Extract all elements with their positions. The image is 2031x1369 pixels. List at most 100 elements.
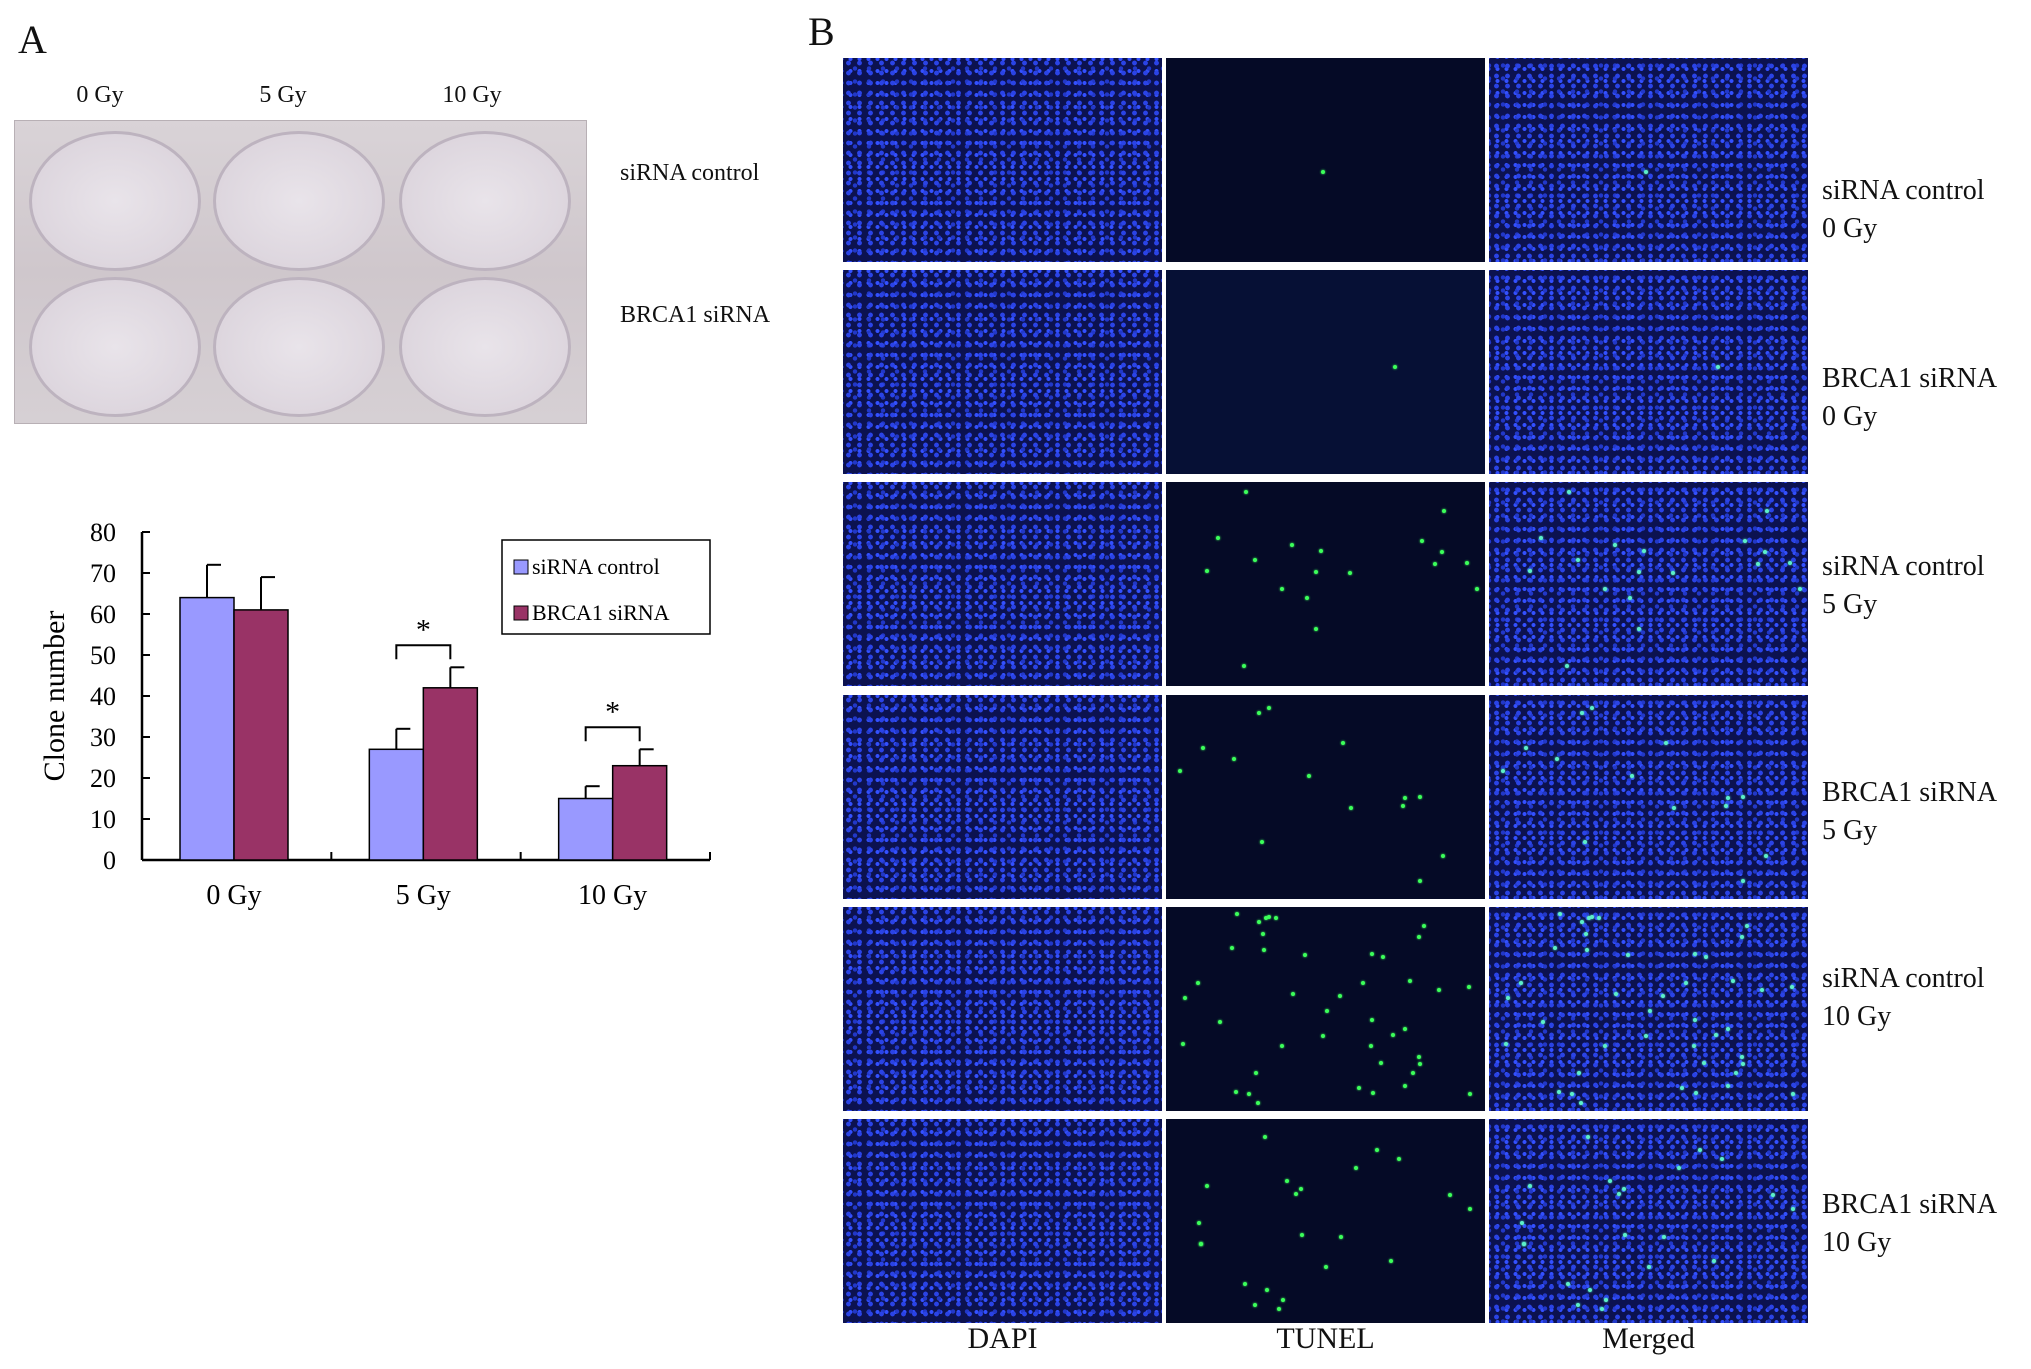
tunel-positive-dot bbox=[1693, 1018, 1697, 1022]
merged-image-row-4 bbox=[1489, 907, 1808, 1111]
y-axis-label: Clone number bbox=[38, 611, 71, 782]
tunel-positive-dot bbox=[1357, 1086, 1361, 1090]
tunel-positive-dot bbox=[1617, 1192, 1621, 1196]
tunel-positive-dot bbox=[1371, 1091, 1375, 1095]
tunel-positive-dot bbox=[1408, 979, 1412, 983]
tunel-positive-dot bbox=[1381, 955, 1385, 959]
tunel-positive-dot bbox=[1232, 757, 1236, 761]
tunel-positive-dot bbox=[1765, 509, 1769, 513]
tunel-positive-dot bbox=[1764, 854, 1768, 858]
tunel-positive-dot bbox=[1519, 981, 1523, 985]
tunel-positive-dot bbox=[1274, 916, 1278, 920]
tunel-positive-dot bbox=[1745, 924, 1749, 928]
tunel-positive-dot bbox=[1468, 1207, 1472, 1211]
tunel-positive-dot bbox=[1324, 1265, 1328, 1269]
tunel-positive-dot bbox=[1760, 988, 1764, 992]
tunel-positive-dot bbox=[1726, 1084, 1730, 1088]
tunel-positive-dot bbox=[1740, 935, 1744, 939]
dapi-image-row-2 bbox=[843, 482, 1162, 686]
legend-label: BRCA1 siRNA bbox=[532, 600, 670, 625]
tunel-positive-dot bbox=[1597, 916, 1601, 920]
tunel-positive-dot bbox=[1267, 706, 1271, 710]
tunel-positive-dot bbox=[1664, 741, 1668, 745]
tunel-positive-dot bbox=[1763, 550, 1767, 554]
tunel-positive-dot bbox=[1257, 920, 1261, 924]
tunel-positive-dot bbox=[1608, 1179, 1612, 1183]
tunel-positive-dot bbox=[1622, 1187, 1626, 1191]
row-label-5-dose: 10 Gy bbox=[1822, 1227, 1892, 1258]
tunel-positive-dot bbox=[1565, 664, 1569, 668]
y-tick-label: 80 bbox=[90, 518, 116, 547]
row-label-1-dose: 0 Gy bbox=[1822, 401, 1878, 432]
tunel-positive-dot bbox=[1580, 711, 1584, 715]
tunel-positive-dot bbox=[1712, 1259, 1716, 1263]
tunel-positive-dot bbox=[1790, 985, 1794, 989]
bar bbox=[233, 609, 289, 861]
tunel-positive-dot bbox=[1644, 170, 1648, 174]
tunel-positive-dot bbox=[1290, 543, 1294, 547]
tunel-positive-dot bbox=[1555, 757, 1559, 761]
tunel-positive-dot bbox=[1348, 571, 1352, 575]
bar bbox=[611, 764, 668, 861]
tunel-positive-dot bbox=[1587, 916, 1591, 920]
tunel-positive-dot bbox=[1731, 979, 1735, 983]
tunel-image-row-3 bbox=[1166, 695, 1485, 899]
y-tick-label: 30 bbox=[90, 723, 116, 752]
tunel-positive-dot bbox=[1325, 1009, 1329, 1013]
dish-brca1-5gy bbox=[213, 277, 385, 417]
tunel-positive-dot bbox=[1692, 1044, 1696, 1048]
tunel-positive-dot bbox=[1468, 1092, 1472, 1096]
significance-star: * bbox=[605, 695, 620, 728]
tunel-positive-dot bbox=[1393, 365, 1397, 369]
tunel-positive-dot bbox=[1262, 948, 1266, 952]
merged-image-row-5 bbox=[1489, 1119, 1808, 1323]
row-label-3: BRCA1 siRNA 5 Gy bbox=[1822, 774, 1997, 850]
tunel-positive-dot bbox=[1743, 539, 1747, 543]
tunel-positive-dot bbox=[1338, 994, 1342, 998]
tunel-positive-dot bbox=[1442, 509, 1446, 513]
tunel-positive-dot bbox=[1280, 587, 1284, 591]
y-tick-label: 20 bbox=[90, 764, 116, 793]
row-label-1: BRCA1 siRNA 0 Gy bbox=[1822, 360, 1997, 436]
tunel-positive-dot bbox=[1756, 562, 1760, 566]
tunel-positive-dot bbox=[1234, 1090, 1238, 1094]
dish-brca1-0gy bbox=[29, 277, 201, 417]
row-label-0-dose: 0 Gy bbox=[1822, 213, 1878, 244]
tunel-positive-dot bbox=[1704, 955, 1708, 959]
merged-image-row-2 bbox=[1489, 482, 1808, 686]
tunel-positive-dot bbox=[1277, 1307, 1281, 1311]
tunel-positive-dot bbox=[1267, 915, 1271, 919]
row-label-5: BRCA1 siRNA 10 Gy bbox=[1822, 1186, 1997, 1262]
tunel-positive-dot bbox=[1661, 994, 1665, 998]
row-label-4-group: siRNA control bbox=[1822, 963, 1985, 994]
tunel-positive-dot bbox=[1253, 558, 1257, 562]
tunel-positive-dot bbox=[1720, 1157, 1724, 1161]
row-label-3-group: BRCA1 siRNA bbox=[1822, 777, 1998, 808]
row-label-2-group: siRNA control bbox=[1822, 551, 1985, 582]
legend-box bbox=[501, 539, 711, 635]
tunel-positive-dot bbox=[1417, 935, 1421, 939]
tunel-positive-dot bbox=[1285, 1179, 1289, 1183]
tunel-positive-dot bbox=[1603, 587, 1607, 591]
tunel-positive-dot bbox=[1726, 1027, 1730, 1031]
x-tick-label: 5 Gy bbox=[396, 880, 451, 911]
dapi-image-row-1 bbox=[843, 270, 1162, 474]
row-label-0: siRNA control 0 Gy bbox=[1822, 172, 1985, 248]
tunel-positive-dot bbox=[1397, 1157, 1401, 1161]
dish-control-0gy bbox=[29, 131, 201, 271]
tunel-positive-dot bbox=[1771, 1193, 1775, 1197]
tunel-positive-dot bbox=[1570, 1092, 1574, 1096]
tunel-positive-dot bbox=[1637, 627, 1641, 631]
tunel-positive-dot bbox=[1637, 570, 1641, 574]
tunel-positive-dot bbox=[1724, 804, 1728, 808]
tunel-positive-dot bbox=[1590, 706, 1594, 710]
dapi-image-row-5 bbox=[843, 1119, 1162, 1323]
tunel-positive-dot bbox=[1642, 549, 1646, 553]
tunel-positive-dot bbox=[1369, 1044, 1373, 1048]
tunel-positive-dot bbox=[1798, 587, 1802, 591]
tunel-positive-dot bbox=[1583, 840, 1587, 844]
tunel-positive-dot bbox=[1242, 664, 1246, 668]
y-tick-label: 10 bbox=[90, 805, 116, 834]
dish-control-5gy bbox=[213, 131, 385, 271]
tunel-positive-dot bbox=[1260, 840, 1264, 844]
